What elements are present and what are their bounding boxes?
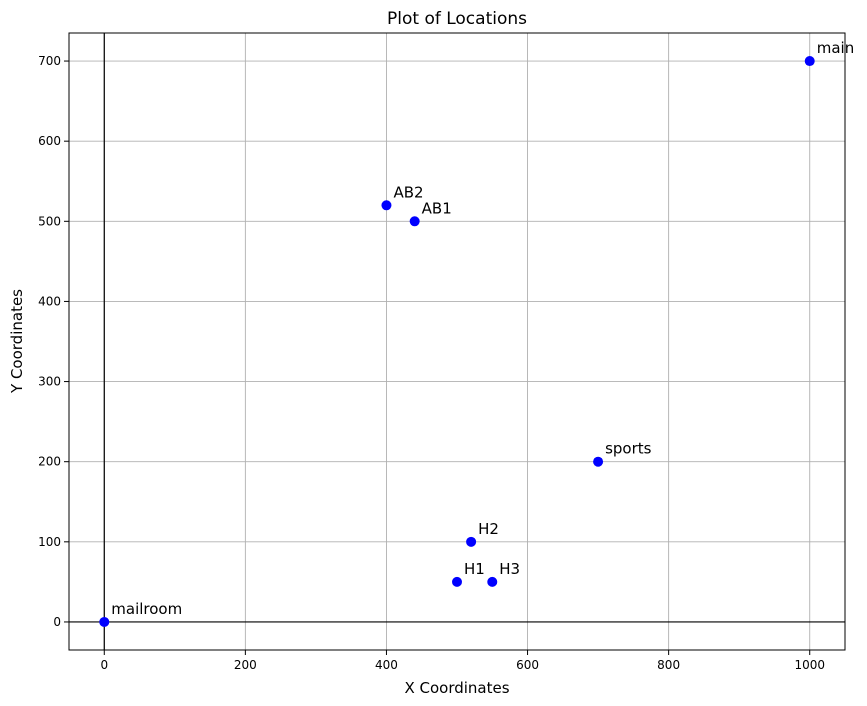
point-label-H2: H2 bbox=[478, 520, 499, 538]
plot-frame bbox=[68, 32, 846, 651]
reference-lines bbox=[69, 33, 845, 650]
point-label-main: main bbox=[817, 39, 854, 57]
x-tick-label: 400 bbox=[375, 658, 398, 672]
x-axis-ticks: 0 200 400 600 800 1000 bbox=[100, 650, 825, 672]
point-label-H3: H3 bbox=[499, 560, 520, 578]
chart-title: Plot of Locations bbox=[387, 9, 527, 29]
y-tick-label: 600 bbox=[38, 134, 61, 148]
data-point-H3 bbox=[487, 576, 498, 587]
data-point-sports bbox=[593, 456, 604, 467]
y-tick-label: 0 bbox=[53, 615, 61, 629]
y-tick-label: 100 bbox=[38, 535, 61, 549]
data-points bbox=[99, 56, 815, 627]
y-tick-label: 200 bbox=[38, 455, 61, 469]
x-tick-label: 0 bbox=[100, 658, 108, 672]
point-label-AB1: AB1 bbox=[422, 199, 452, 217]
y-axis-label: Y Coordinates bbox=[8, 289, 26, 394]
x-axis-label: X Coordinates bbox=[404, 679, 509, 697]
x-tick-label: 1000 bbox=[794, 658, 825, 672]
x-tick-label: 600 bbox=[516, 658, 539, 672]
y-tick-label: 700 bbox=[38, 54, 61, 68]
grid bbox=[69, 33, 845, 650]
point-label-AB2: AB2 bbox=[393, 183, 423, 201]
point-label-mailroom: mailroom bbox=[111, 600, 182, 618]
y-tick-label: 500 bbox=[38, 214, 61, 228]
point-label-sports: sports bbox=[605, 440, 652, 458]
point-label-H1: H1 bbox=[464, 560, 485, 578]
data-point-H2 bbox=[466, 536, 477, 547]
data-point-mailroom bbox=[99, 616, 110, 627]
data-point-AB1 bbox=[409, 216, 420, 227]
data-point-H1 bbox=[452, 576, 462, 587]
data-point-AB2 bbox=[381, 200, 392, 211]
x-tick-label: 800 bbox=[657, 658, 680, 672]
y-tick-label: 300 bbox=[38, 375, 61, 389]
data-point-main bbox=[804, 56, 815, 67]
y-tick-label: 400 bbox=[38, 294, 61, 308]
y-axis-ticks: 0 100 200 300 400 500 600 700 bbox=[38, 54, 69, 629]
x-tick-label: 200 bbox=[234, 658, 257, 672]
